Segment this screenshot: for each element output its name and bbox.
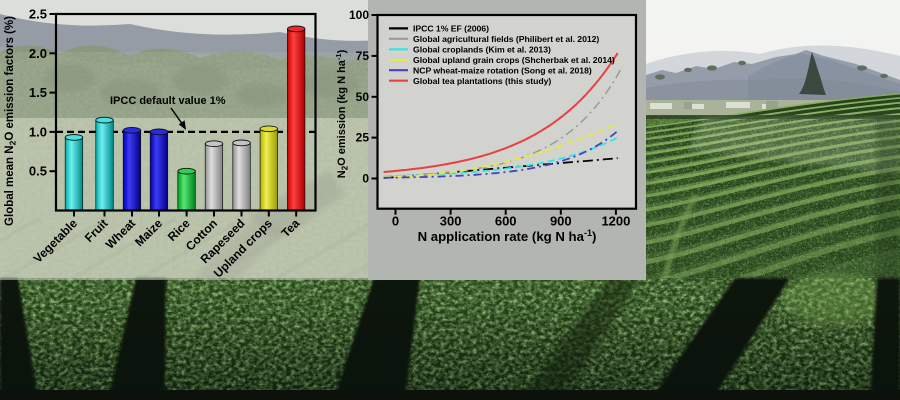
svg-text:Maize: Maize xyxy=(132,216,165,249)
svg-text:0: 0 xyxy=(362,172,369,186)
svg-text:900: 900 xyxy=(550,214,572,229)
svg-text:Global croplands (Kim et al. 2: Global croplands (Kim et al. 2013) xyxy=(413,45,551,55)
svg-text:100: 100 xyxy=(349,8,369,22)
svg-text:1.5: 1.5 xyxy=(29,85,47,100)
svg-text:2.5: 2.5 xyxy=(29,7,47,22)
svg-text:1200: 1200 xyxy=(601,214,630,229)
svg-text:Wheat: Wheat xyxy=(103,216,138,251)
svg-text:Vegetable: Vegetable xyxy=(31,216,81,266)
svg-text:0.5: 0.5 xyxy=(29,164,47,179)
svg-text:600: 600 xyxy=(495,214,517,229)
svg-text:50: 50 xyxy=(356,90,370,104)
svg-text:75: 75 xyxy=(356,49,370,63)
svg-text:Tea: Tea xyxy=(278,216,302,240)
svg-text:300: 300 xyxy=(440,214,462,229)
svg-text:Global agricultural fields (Ph: Global agricultural fields (Philibert et… xyxy=(413,34,599,44)
svg-text:0: 0 xyxy=(392,214,399,229)
svg-text:Global tea plantations (this s: Global tea plantations (this study) xyxy=(413,76,551,86)
svg-text:IPCC 1% EF (2006): IPCC 1% EF (2006) xyxy=(413,24,489,34)
svg-text:25: 25 xyxy=(356,131,370,145)
svg-text:N application rate (kg N ha-1): N application rate (kg N ha-1) xyxy=(418,228,597,244)
svg-text:NCP wheat-maize rotation (Song: NCP wheat-maize rotation (Song et al. 20… xyxy=(413,65,592,75)
svg-text:N2O emission (kg N ha-1): N2O emission (kg N ha-1) xyxy=(334,49,349,178)
svg-text:Global mean N2O emission facto: Global mean N2O emission factors (%) xyxy=(4,16,18,226)
svg-text:1.0: 1.0 xyxy=(29,124,47,139)
svg-text:Global upland grain crops (Shc: Global upland grain crops (Shcherbak et … xyxy=(413,55,615,65)
svg-text:IPCC default value 1%: IPCC default value 1% xyxy=(110,95,226,107)
svg-text:2.0: 2.0 xyxy=(29,46,47,61)
